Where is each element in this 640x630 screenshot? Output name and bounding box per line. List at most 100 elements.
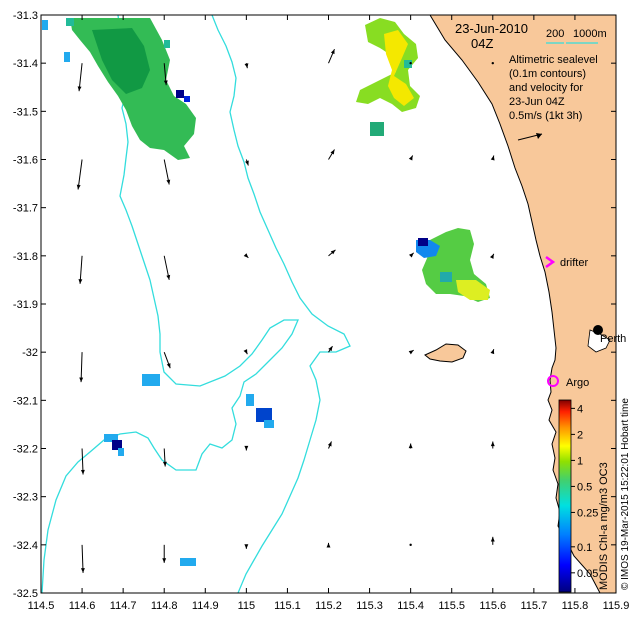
y-tick-label: -31.8: [13, 251, 38, 263]
y-tick-label: -31.4: [13, 58, 38, 70]
y-tick-label: -31.9: [13, 299, 38, 311]
velocity-arrow-head: [328, 346, 333, 352]
chl-pixel-9: [418, 238, 428, 246]
x-tick-label: 115.3: [356, 600, 383, 612]
velocity-arrow-head: [166, 363, 171, 369]
velocity-arrows: [76, 48, 495, 573]
x-axis: 114.5 114.6 114.7 114.8 114.9 115 115.1 115.2 11…: [28, 15, 630, 612]
rottnest-island: [424, 343, 467, 363]
x-tick-label: 115.1: [274, 600, 301, 612]
arrow-scale-label: 0.5m/s (1kt 3h): [509, 110, 582, 122]
velocity-arrow-head: [408, 443, 413, 449]
legend-line-2: (0.1m contours): [509, 68, 586, 80]
velocity-arrow-head: [166, 274, 171, 280]
scale-label-1000: 1000m: [573, 28, 607, 40]
velocity-arrow-head: [326, 542, 331, 548]
chl-pixel-13: [256, 408, 272, 422]
velocity-arrow-head: [489, 253, 494, 259]
chl-pixel-6: [164, 40, 170, 48]
velocity-arrow-head: [330, 149, 335, 155]
chl-pixel-7: [370, 122, 384, 136]
chl-pixel-10: [440, 272, 452, 282]
x-tick-label: 115.9: [603, 600, 630, 612]
x-tick-label: 115.5: [438, 600, 465, 612]
chl-pixel-8: [404, 60, 412, 68]
argo-marker: [547, 375, 559, 387]
isobaths: [41, 15, 598, 593]
colorbar-tick-label: 0.25: [577, 507, 598, 519]
velocity-arrow-head: [78, 279, 83, 284]
chl-pixel-14: [264, 420, 274, 428]
chl-pixel-12: [246, 394, 254, 406]
map-time: 04Z: [471, 36, 493, 51]
velocity-arrow-head: [330, 49, 335, 55]
velocity-arrow-head: [408, 155, 413, 161]
chl-pixel-4: [64, 52, 70, 62]
velocity-arrow-head: [244, 445, 249, 451]
y-tick-label: -32.2: [13, 444, 38, 456]
legend-line-1: Altimetric sealevel: [509, 54, 598, 66]
velocity-arrow-head: [244, 544, 249, 549]
colorbar-tick-label: 0.5: [577, 481, 592, 493]
colorbar-tick-label: 0.05: [577, 568, 598, 580]
velocity-dot: [491, 61, 494, 65]
colorbar-title: MODIS Chl-a mg/m3 OC3: [598, 462, 610, 590]
isobath-1000m: [211, 15, 351, 593]
velocity-arrow: [79, 255, 83, 284]
y-tick-label: -31.7: [13, 203, 38, 215]
velocity-arrow-head: [79, 377, 84, 383]
perth-marker: [593, 325, 603, 335]
chl-pixel-2: [184, 96, 190, 102]
argo-label: Argo: [566, 377, 589, 389]
chl-pixel-5: [66, 18, 74, 26]
chl-patch-central-yellow: [456, 280, 490, 300]
velocity-arrow-head: [80, 469, 85, 475]
isobath-200m: [41, 15, 299, 593]
velocity-arrow-head: [490, 536, 495, 542]
velocity-dot: [409, 61, 412, 65]
chl-pixel-18: [180, 558, 196, 566]
y-tick-label: -32.3: [13, 492, 38, 504]
velocity-arrow-head: [163, 80, 168, 86]
x-tick-label: 115.6: [479, 600, 506, 612]
map-date: 23-Jun-2010: [455, 21, 528, 36]
velocity-dot: [409, 543, 412, 547]
velocity-arrow-head: [77, 86, 82, 92]
x-tick-label: 115.4: [397, 600, 424, 612]
velocity-arrow-head: [330, 249, 336, 255]
x-tick-label: 115: [238, 600, 256, 612]
arrow-scale-icon: [517, 133, 543, 141]
velocity-arrow-head: [490, 349, 495, 355]
velocity-arrow: [77, 159, 83, 190]
velocity-arrow: [80, 352, 83, 383]
drifter-label: drifter: [560, 257, 588, 269]
chl-patch-northwest-dark: [92, 28, 150, 94]
velocity-arrow-head: [163, 461, 167, 467]
velocity-arrow-head: [245, 160, 249, 166]
y-tick-label: -31.6: [13, 155, 38, 167]
perth-label: Perth: [600, 333, 626, 345]
chl-pixel-1: [176, 90, 184, 98]
colorbar-tick-label: 4: [577, 403, 583, 415]
x-tick-label: 114.6: [69, 600, 96, 612]
x-tick-label: 114.8: [151, 600, 178, 612]
legend-line-4: 23-Jun 04Z: [509, 96, 565, 108]
x-tick-label: 114.9: [192, 600, 219, 612]
colorbar-ticks: 4 2 1 0.5 0.25 0.1 0.05: [571, 403, 598, 580]
y-tick-label: -32.4: [13, 540, 38, 552]
velocity-arrow-head: [327, 441, 332, 447]
x-tick-label: 114.7: [110, 600, 137, 612]
credit-text: © IMOS 19-Mar-2015 15:22:01 Hobart time: [620, 398, 631, 590]
scale-label-200: 200: [546, 28, 564, 40]
x-tick-label: 114.5: [28, 600, 55, 612]
y-axis: -31.3 -31.4 -31.5 -31.6 -31.7 -31.8 -31.9 -32 -3…: [13, 10, 616, 600]
velocity-arrow: [81, 544, 84, 573]
chl-pixel-16: [112, 440, 122, 450]
velocity-arrow-head: [162, 558, 167, 563]
velocity-arrow-head: [166, 179, 171, 185]
velocity-arrow-head: [80, 568, 85, 573]
legend-line-3: and velocity for: [509, 82, 583, 94]
y-tick-label: -31.3: [13, 10, 38, 22]
y-tick-label: -32.5: [13, 588, 38, 600]
velocity-arrow: [78, 63, 83, 92]
